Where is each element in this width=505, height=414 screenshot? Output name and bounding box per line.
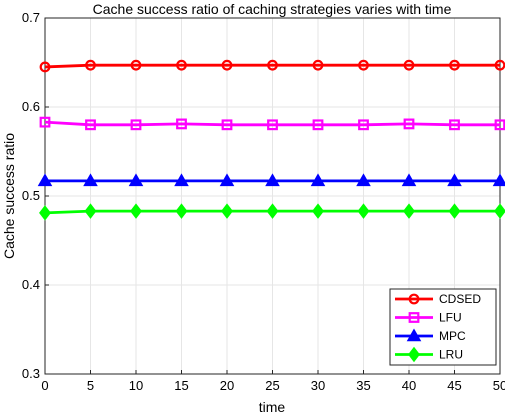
data-point-lru [312,203,324,219]
data-point-lru [39,205,51,221]
data-point-mpc [219,173,235,187]
data-point-mpc [265,173,280,187]
legend-item-cdsed: CDSED [395,292,481,306]
data-point-lfu [267,119,278,131]
data-point-lfu [403,118,415,130]
legend-marker-lru [408,346,420,363]
data-point-mpc [37,173,53,187]
y-tick-label: 0.6 [22,99,40,114]
data-point-lfu [494,119,505,131]
x-tick-label: 30 [311,378,325,393]
series-cdsed [39,59,505,73]
data-point-cdsed [176,59,187,71]
data-point-mpc [83,173,98,187]
data-point-cdsed [403,59,415,71]
data-point-cdsed [39,61,51,73]
data-point-lfu [176,118,187,130]
legend-item-lfu: LFU [395,311,462,325]
data-point-cdsed [85,59,96,71]
data-point-cdsed [312,59,324,71]
data-point-lfu [130,119,142,131]
x-tick-label: 45 [447,378,461,393]
legend-label-mpc: MPC [439,329,466,343]
legend-label-lru: LRU [439,348,463,362]
series-line-lfu [44,120,500,127]
data-point-lru [221,203,233,219]
y-tick-label: 0.3 [22,366,40,381]
x-tick-label: 35 [356,378,370,393]
data-point-cdsed [449,59,460,71]
legend-marker-lfu [408,312,420,323]
legend-box [389,288,497,366]
legend: CDSED LFU MPC LRU [389,288,497,366]
x-tick-label: 20 [220,378,234,393]
series-mpc [37,173,505,187]
series-lru [39,203,505,221]
data-point-mpc [492,173,505,187]
series-lfu [39,116,505,131]
x-axis-ticks: 0 5 10 15 20 25 30 35 40 45 50 [41,370,505,393]
legend-label-cdsed: CDSED [439,292,481,306]
x-axis-label: time [259,399,286,414]
data-point-mpc [310,173,326,187]
data-point-lru [448,203,461,219]
data-point-mpc [128,173,144,187]
data-point-lru [266,203,279,219]
data-point-lfu [85,119,96,131]
data-point-lfu [358,119,369,131]
data-point-cdsed [267,59,278,71]
legend-marker-mpc [406,328,422,342]
y-tick-label: 0.4 [22,277,40,292]
legend-label-lfu: LFU [439,311,462,325]
data-point-cdsed [221,59,233,71]
data-point-lru [84,203,97,219]
data-point-mpc [401,173,417,187]
data-point-lfu [221,119,233,131]
series-line-cdsed [44,63,500,69]
y-axis-ticks: 0.3 0.4 0.5 0.6 0.7 [22,10,49,381]
legend-item-lru: LRU [395,346,463,363]
data-point-lru [175,203,188,219]
x-tick-label: 15 [174,378,188,393]
data-point-mpc [447,173,462,187]
data-point-lru [357,203,370,219]
x-tick-label: 10 [129,378,143,393]
series-layer [37,59,505,221]
x-tick-label: 40 [402,378,416,393]
data-point-mpc [174,173,189,187]
data-point-lfu [312,119,324,131]
y-tick-label: 0.7 [22,10,40,25]
x-tick-label: 0 [41,378,48,393]
data-point-lru [403,203,415,219]
y-axis-label: Cache success ratio [1,133,17,259]
legend-item-mpc: MPC [395,328,466,343]
legend-marker-cdsed [408,293,420,305]
x-tick-label: 5 [87,378,94,393]
data-point-lfu [39,116,51,128]
data-point-cdsed [494,59,505,71]
y-tick-label: 0.5 [22,188,40,203]
x-tick-label: 50 [493,378,505,393]
data-point-lfu [449,119,460,131]
data-point-mpc [356,173,371,187]
chart-title: Cache success ratio of caching strategie… [93,1,452,17]
data-point-lru [130,203,142,219]
data-point-cdsed [130,59,142,71]
data-point-lru [494,203,505,219]
data-point-cdsed [358,59,369,71]
x-tick-label: 25 [265,378,279,393]
